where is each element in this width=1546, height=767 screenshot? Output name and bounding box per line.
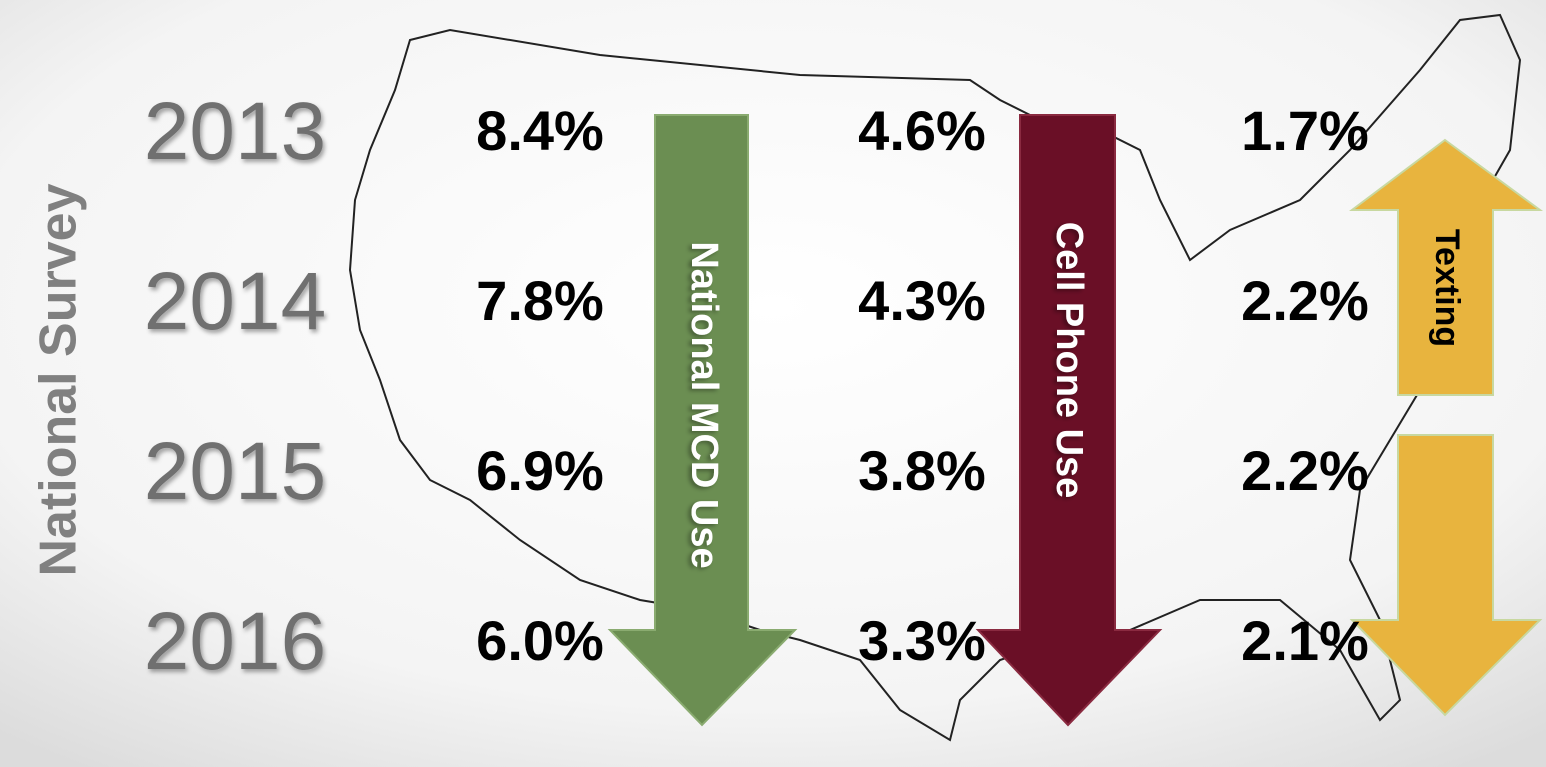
value-label: 4.3%: [858, 269, 986, 332]
arrow-down: [607, 114, 798, 727]
value-label: 4.6%: [858, 99, 986, 162]
value-label: 2.2%: [1241, 269, 1369, 332]
us-map-outline: [348, 13, 1522, 742]
value-label: 1.7%: [1241, 99, 1369, 162]
value-label: 2.2%: [1241, 439, 1369, 502]
year-label: 2014: [144, 256, 326, 347]
value-label: 3.3%: [858, 609, 986, 672]
arrow-down: [1349, 434, 1543, 717]
year-label: 2015: [144, 426, 326, 517]
arrow-up: [1349, 138, 1544, 396]
value-label: 2.1%: [1241, 609, 1369, 672]
value-label: 6.0%: [476, 609, 604, 672]
value-label: 6.9%: [476, 439, 604, 502]
side-label: National Survey: [30, 183, 88, 576]
arrow-label: National MCD Use: [683, 241, 725, 568]
year-label: 2013: [144, 86, 326, 177]
arrow-label: Texting: [1428, 229, 1466, 347]
value-label: 3.8%: [858, 439, 986, 502]
arrow-label: Cell Phone Use: [1048, 222, 1090, 499]
value-label: 8.4%: [476, 99, 604, 162]
value-label: 7.8%: [476, 269, 604, 332]
arrow-down: [975, 114, 1163, 727]
year-label: 2016: [144, 596, 326, 687]
